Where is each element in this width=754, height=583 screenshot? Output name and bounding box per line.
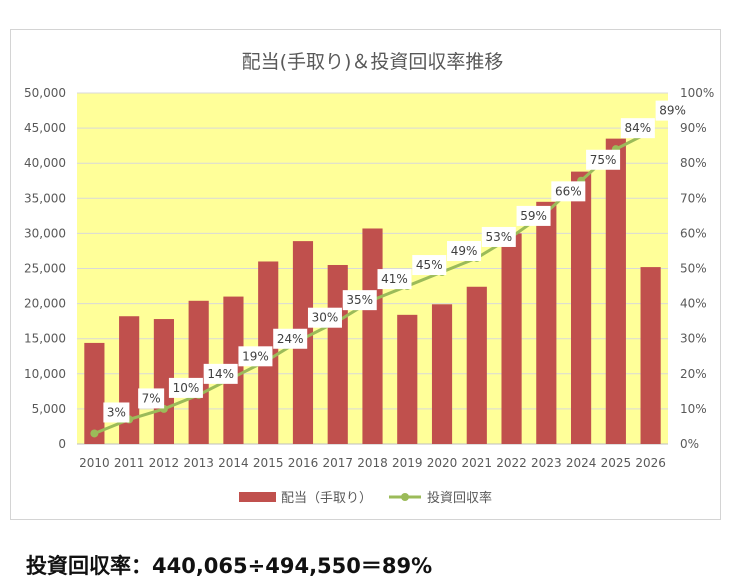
legend-marker-recovery bbox=[401, 493, 409, 501]
y-right-tick-label: 60% bbox=[680, 226, 707, 240]
data-label: 7% bbox=[142, 391, 161, 405]
data-label: 59% bbox=[520, 209, 547, 223]
data-label: 30% bbox=[312, 311, 339, 325]
bar-dividend bbox=[466, 286, 487, 444]
data-label-box bbox=[138, 388, 165, 409]
y-left-tick-label: 5,000 bbox=[32, 402, 66, 416]
data-label: 19% bbox=[242, 349, 269, 363]
data-label: 53% bbox=[485, 230, 512, 244]
data-label-box bbox=[273, 328, 308, 349]
y-right-tick-label: 30% bbox=[680, 332, 707, 346]
bar-dividend bbox=[153, 319, 174, 444]
data-label-box bbox=[412, 255, 447, 276]
y-left-tick-label: 20,000 bbox=[24, 297, 66, 311]
data-label: 10% bbox=[173, 381, 200, 395]
x-tick-label: 2025 bbox=[601, 456, 632, 470]
data-label: 3% bbox=[107, 405, 126, 419]
y-left-tick-label: 50,000 bbox=[24, 86, 66, 100]
y-left-tick-label: 40,000 bbox=[24, 156, 66, 170]
x-tick-label: 2026 bbox=[635, 456, 666, 470]
y-left-tick-label: 25,000 bbox=[24, 262, 66, 276]
chart-container: 配当(手取り)＆投資回収率推移 0 5,000 10,000 15,000 20,000 2… bbox=[10, 29, 721, 520]
data-label-box bbox=[620, 118, 655, 139]
x-tick-label: 2017 bbox=[322, 456, 353, 470]
legend-label-recovery: 投資回収率 bbox=[427, 490, 492, 506]
bar-dividend bbox=[640, 267, 661, 444]
data-label: 24% bbox=[277, 332, 304, 346]
x-tick-label: 2015 bbox=[253, 456, 284, 470]
x-tick-label: 2019 bbox=[392, 456, 423, 470]
data-label: 14% bbox=[207, 367, 234, 381]
y-right-tick-label: 0% bbox=[680, 437, 699, 451]
data-label-box bbox=[342, 290, 377, 311]
y-right-tick-label: 80% bbox=[680, 156, 707, 170]
data-label-box bbox=[168, 377, 203, 398]
x-tick-label: 2022 bbox=[496, 456, 527, 470]
x-tick-label: 2011 bbox=[114, 456, 145, 470]
y-right-tick-label: 20% bbox=[680, 367, 707, 381]
x-tick-label: 2018 bbox=[357, 456, 388, 470]
data-label-box bbox=[655, 100, 690, 121]
bar-dividend bbox=[431, 304, 453, 444]
bar-dividend bbox=[188, 300, 209, 444]
chart-title: 配当(手取り)＆投資回収率推移 bbox=[242, 51, 504, 73]
data-label: 49% bbox=[451, 244, 478, 258]
legend-label-dividend: 配当（手取り） bbox=[281, 491, 372, 506]
x-tick-label: 2013 bbox=[183, 456, 214, 470]
data-label-box bbox=[238, 346, 273, 367]
x-tick-label: 2020 bbox=[427, 456, 458, 470]
data-label-box bbox=[307, 307, 342, 328]
y-right-tick-label: 70% bbox=[680, 191, 707, 205]
x-tick-label: 2012 bbox=[149, 456, 180, 470]
bar-dividend bbox=[362, 228, 383, 444]
x-tick-label: 2016 bbox=[288, 456, 319, 470]
data-label: 84% bbox=[625, 121, 652, 135]
x-tick-label: 2010 bbox=[79, 456, 110, 470]
y-right-tick-label: 50% bbox=[680, 262, 707, 276]
investment-recovery-formula: 投資回収率：440,065÷494,550＝89% bbox=[26, 554, 433, 578]
data-label-box bbox=[203, 363, 238, 384]
y-right-tick-label: 90% bbox=[680, 121, 707, 135]
data-label-box bbox=[516, 205, 551, 226]
data-label-box bbox=[551, 181, 586, 202]
data-label: 45% bbox=[416, 258, 443, 272]
bar-dividend bbox=[397, 314, 418, 444]
y-right-tick-label: 40% bbox=[680, 297, 707, 311]
chart-svg: 配当(手取り)＆投資回収率推移 0 5,000 10,000 15,000 20,000 2… bbox=[24, 51, 714, 506]
bar-dividend bbox=[605, 138, 626, 444]
y-right-tick-label: 100% bbox=[680, 86, 714, 100]
data-label-box bbox=[481, 226, 516, 247]
y-left-tick-label: 45,000 bbox=[24, 121, 66, 135]
x-tick-label: 2014 bbox=[218, 456, 249, 470]
data-label: 75% bbox=[590, 153, 617, 167]
data-label-box bbox=[447, 241, 482, 262]
y-left-tick-label: 35,000 bbox=[24, 191, 66, 205]
x-tick-label: 2021 bbox=[462, 456, 493, 470]
data-label-box bbox=[586, 149, 621, 170]
y-left-tick-label: 0 bbox=[58, 437, 66, 451]
y-right-tick-label: 10% bbox=[680, 402, 707, 416]
bar-dividend bbox=[119, 316, 140, 444]
data-label: 35% bbox=[346, 293, 373, 307]
bar-dividend bbox=[84, 342, 105, 444]
line-point bbox=[90, 429, 99, 438]
y-left-tick-label: 15,000 bbox=[24, 332, 66, 346]
y-left-tick-label: 10,000 bbox=[24, 367, 66, 381]
bar-dividend bbox=[571, 171, 592, 444]
data-label: 41% bbox=[381, 272, 408, 286]
data-label-box bbox=[377, 269, 412, 290]
data-label-box bbox=[103, 402, 130, 423]
x-tick-label: 2023 bbox=[531, 456, 562, 470]
bar-dividend bbox=[501, 233, 522, 444]
data-label: 66% bbox=[555, 184, 582, 198]
x-tick-label: 2024 bbox=[566, 456, 597, 470]
y-left-tick-label: 30,000 bbox=[24, 226, 66, 240]
bar-dividend bbox=[536, 201, 557, 444]
data-label: 89% bbox=[659, 104, 686, 118]
legend-swatch-dividend bbox=[239, 492, 276, 502]
